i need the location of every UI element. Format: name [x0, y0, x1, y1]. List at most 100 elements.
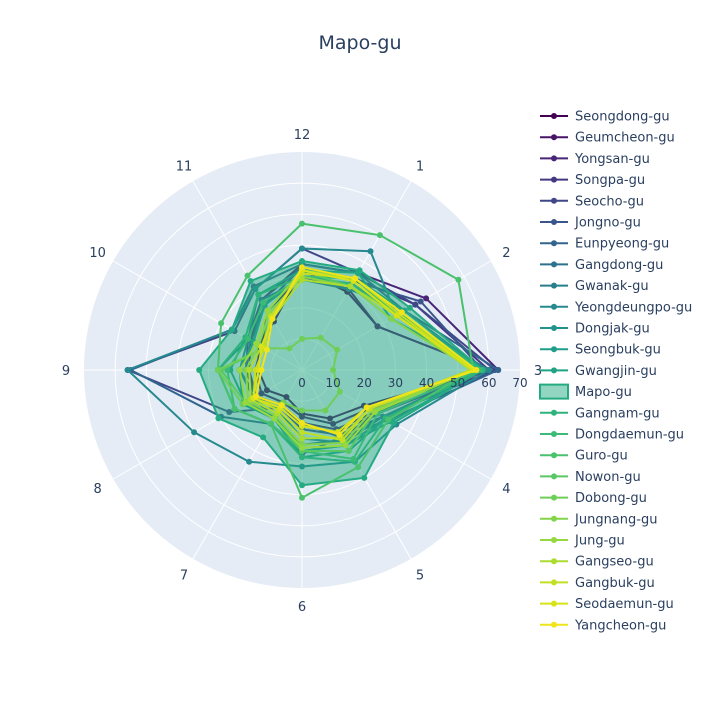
data-point: [345, 447, 352, 454]
data-point: [196, 367, 203, 373]
data-point: [423, 295, 430, 302]
legend-item[interactable]: Mapo-gu: [539, 383, 632, 401]
legend-item[interactable]: Jongno-gu: [540, 216, 641, 231]
angular-tick-label: 4: [502, 482, 510, 497]
data-point: [398, 309, 405, 316]
data-point: [191, 429, 198, 436]
angular-tick-label: 2: [502, 246, 510, 261]
data-point: [299, 482, 305, 489]
data-point: [228, 326, 235, 333]
legend-marker: [551, 176, 557, 183]
legend-marker: [551, 473, 557, 480]
radial-tick-label: 40: [419, 376, 434, 390]
legend-marker: [551, 494, 557, 501]
legend-item[interactable]: Songpa-gu: [540, 173, 645, 188]
data-point: [393, 312, 400, 319]
legend-label: Nowon-gu: [575, 470, 641, 485]
legend-item[interactable]: Dobong-gu: [540, 491, 647, 506]
legend-item[interactable]: Gangseo-gu: [540, 555, 654, 570]
data-point: [218, 320, 225, 327]
data-point: [286, 345, 293, 352]
legend-item[interactable]: Gangdong-gu: [540, 258, 663, 273]
data-point: [299, 429, 305, 436]
data-point: [299, 454, 305, 461]
legend-marker: [551, 346, 557, 353]
legend-item[interactable]: Seodaemun-gu: [540, 597, 674, 612]
legend-item[interactable]: Guro-gu: [540, 449, 628, 464]
legend-item[interactable]: Jung-gu: [540, 534, 625, 549]
legend-marker: [551, 282, 557, 289]
data-point: [495, 367, 502, 373]
legend-label: Mapo-gu: [575, 385, 632, 400]
data-point: [246, 458, 253, 465]
radial-tick-label: 70: [512, 376, 527, 390]
data-point: [242, 399, 249, 406]
legend-marker: [551, 409, 557, 416]
legend-marker: [551, 155, 557, 162]
data-point: [255, 291, 262, 298]
data-point: [350, 456, 357, 462]
legend-swatch: [539, 383, 569, 400]
legend-marker: [551, 261, 557, 268]
data-point: [485, 367, 492, 373]
angular-tick-label: 1: [416, 160, 424, 175]
data-point: [260, 299, 267, 306]
legend-item[interactable]: Yangcheon-gu: [540, 618, 666, 633]
data-point: [299, 245, 305, 252]
data-point: [342, 442, 349, 449]
legend-item[interactable]: Gwanak-gu: [540, 279, 649, 294]
legend-item[interactable]: Nowon-gu: [540, 470, 641, 485]
angular-tick-label: 7: [180, 568, 188, 583]
data-point: [336, 431, 343, 438]
data-point: [363, 404, 370, 411]
data-point: [263, 346, 270, 353]
legend-item[interactable]: Geumcheon-gu: [540, 131, 675, 146]
data-point: [473, 367, 480, 373]
legend-item[interactable]: Eunpyeong-gu: [540, 237, 669, 252]
legend-item[interactable]: Gwangjin-gu: [540, 364, 657, 379]
legend-item[interactable]: Gangnam-gu: [540, 406, 660, 421]
legend-item[interactable]: Yongsan-gu: [540, 152, 650, 167]
legend-marker: [551, 537, 557, 543]
legend-marker: [551, 240, 557, 247]
data-point: [231, 405, 238, 412]
data-point: [361, 474, 368, 481]
radial-tick-label: 10: [325, 376, 340, 390]
radial-tick-label: 50: [450, 376, 465, 390]
data-point: [406, 304, 413, 311]
legend-label: Dongdaemun-gu: [575, 428, 684, 443]
angular-tick-label: 11: [176, 160, 193, 175]
data-point: [355, 464, 362, 471]
legend: Seongdong-gu Geumcheon-gu Yongsan-gu Songpa…: [539, 110, 692, 633]
legend-item[interactable]: Yeongdeungpo-gu: [540, 300, 692, 315]
data-point: [247, 278, 254, 284]
legend-label: Seodaemun-gu: [575, 597, 674, 612]
data-point: [334, 346, 341, 353]
radial-tick-label: 0: [298, 376, 306, 390]
legend-label: Guro-gu: [575, 449, 628, 464]
legend-item[interactable]: Gangbuk-gu: [540, 576, 655, 591]
legend-label: Yongsan-gu: [574, 152, 650, 167]
data-point: [299, 264, 305, 271]
legend-label: Gwanak-gu: [575, 279, 649, 294]
legend-item[interactable]: Seongbuk-gu: [540, 343, 661, 358]
data-point: [412, 301, 419, 308]
legend-marker: [551, 367, 557, 374]
data-point: [299, 335, 305, 342]
legend-item[interactable]: Dongdaemun-gu: [540, 428, 684, 443]
legend-item[interactable]: Seocho-gu: [540, 194, 644, 209]
data-point: [299, 419, 305, 426]
data-point: [260, 434, 267, 441]
legend-marker: [551, 325, 557, 331]
legend-label: Gwangjin-gu: [575, 364, 657, 379]
angular-tick-label: 9: [62, 364, 70, 379]
legend-item[interactable]: Jungnang-gu: [540, 512, 657, 527]
legend-item[interactable]: Seongdong-gu: [540, 110, 670, 125]
data-point: [347, 283, 354, 290]
legend-item[interactable]: Dongjak-gu: [540, 322, 650, 337]
data-point: [124, 367, 131, 373]
data-point: [322, 407, 329, 414]
data-point: [267, 420, 274, 427]
